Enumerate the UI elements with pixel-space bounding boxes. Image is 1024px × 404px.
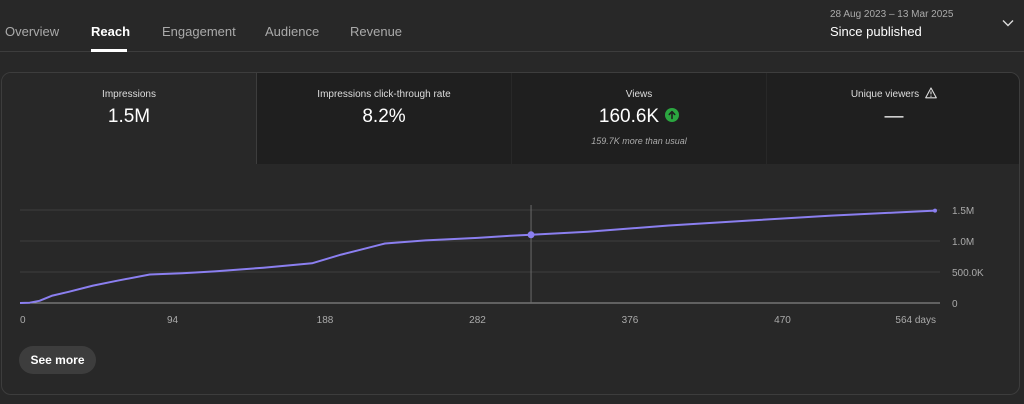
- top-bar: Overview Reach Engagement Audience Reven…: [0, 0, 1024, 52]
- x-tick-label: 470: [774, 315, 791, 326]
- series-end-point: [933, 208, 937, 213]
- x-tick-label: 564 days: [895, 315, 936, 326]
- metric-tiles: Impressions 1.5M Impressions click-throu…: [2, 73, 1019, 164]
- date-range-picker[interactable]: 28 Aug 2023 – 13 Mar 2025 Since publishe…: [830, 6, 1020, 46]
- y-tick-label: 1.0M: [952, 237, 974, 248]
- tab-revenue[interactable]: Revenue: [350, 24, 403, 39]
- tab-audience[interactable]: Audience: [265, 24, 320, 39]
- metric-label: Views: [625, 89, 653, 100]
- metric-impressions[interactable]: Impressions 1.5M: [2, 73, 257, 164]
- hover-point[interactable]: [527, 231, 535, 239]
- metric-value: 1.5M: [107, 106, 151, 127]
- metric-value: 8.2%: [362, 106, 406, 127]
- x-tick-label: 94: [167, 315, 179, 326]
- y-tick-label: 500.0K: [952, 268, 984, 279]
- tab-engagement[interactable]: Engagement: [162, 24, 236, 39]
- see-more-button[interactable]: See more: [19, 346, 96, 374]
- x-tick-label: 376: [622, 315, 639, 326]
- impressions-line-chart[interactable]: 0 500.0K 1.0M 1.5M 0 94 188 282 376 470 564 days: [2, 164, 1020, 344]
- series-line[interactable]: [19, 209, 936, 304]
- x-tick-label: 188: [317, 315, 334, 326]
- reach-card: Impressions 1.5M Impressions click-throu…: [1, 72, 1020, 395]
- metric-label: Impressions click-through rate: [317, 89, 451, 100]
- metric-value-text: 160.6K: [598, 106, 660, 127]
- arrow-up-circle-icon: [665, 108, 680, 123]
- metric-label-text: Unique viewers: [850, 89, 920, 100]
- tab-overview[interactable]: Overview: [5, 24, 60, 39]
- chevron-down-icon[interactable]: [1001, 16, 1015, 30]
- metric-impressions-ctr[interactable]: Impressions click-through rate 8.2%: [257, 73, 512, 164]
- x-tick-label: 0: [20, 315, 26, 326]
- x-tick-label: 282: [469, 315, 486, 326]
- metric-views[interactable]: Views 160.6K 159.7K more than usual: [512, 73, 767, 164]
- tab-bar: Overview Reach Engagement Audience Reven…: [0, 0, 403, 52]
- metric-label: Unique viewers: [767, 87, 1019, 100]
- metric-label: Impressions: [102, 89, 156, 100]
- y-tick-label: 0: [952, 299, 958, 310]
- metric-value: —: [884, 106, 904, 127]
- warning-icon[interactable]: [925, 87, 938, 99]
- metric-value: 160.6K: [512, 106, 766, 128]
- date-range-text: 28 Aug 2023 – 13 Mar 2025: [830, 9, 954, 20]
- y-tick-label: 1.5M: [952, 206, 974, 217]
- metric-unique-viewers[interactable]: Unique viewers —: [767, 73, 1019, 164]
- metric-note: 159.7K more than usual: [591, 136, 687, 146]
- tab-reach[interactable]: Reach: [91, 0, 130, 52]
- date-range-label: Since published: [830, 24, 922, 39]
